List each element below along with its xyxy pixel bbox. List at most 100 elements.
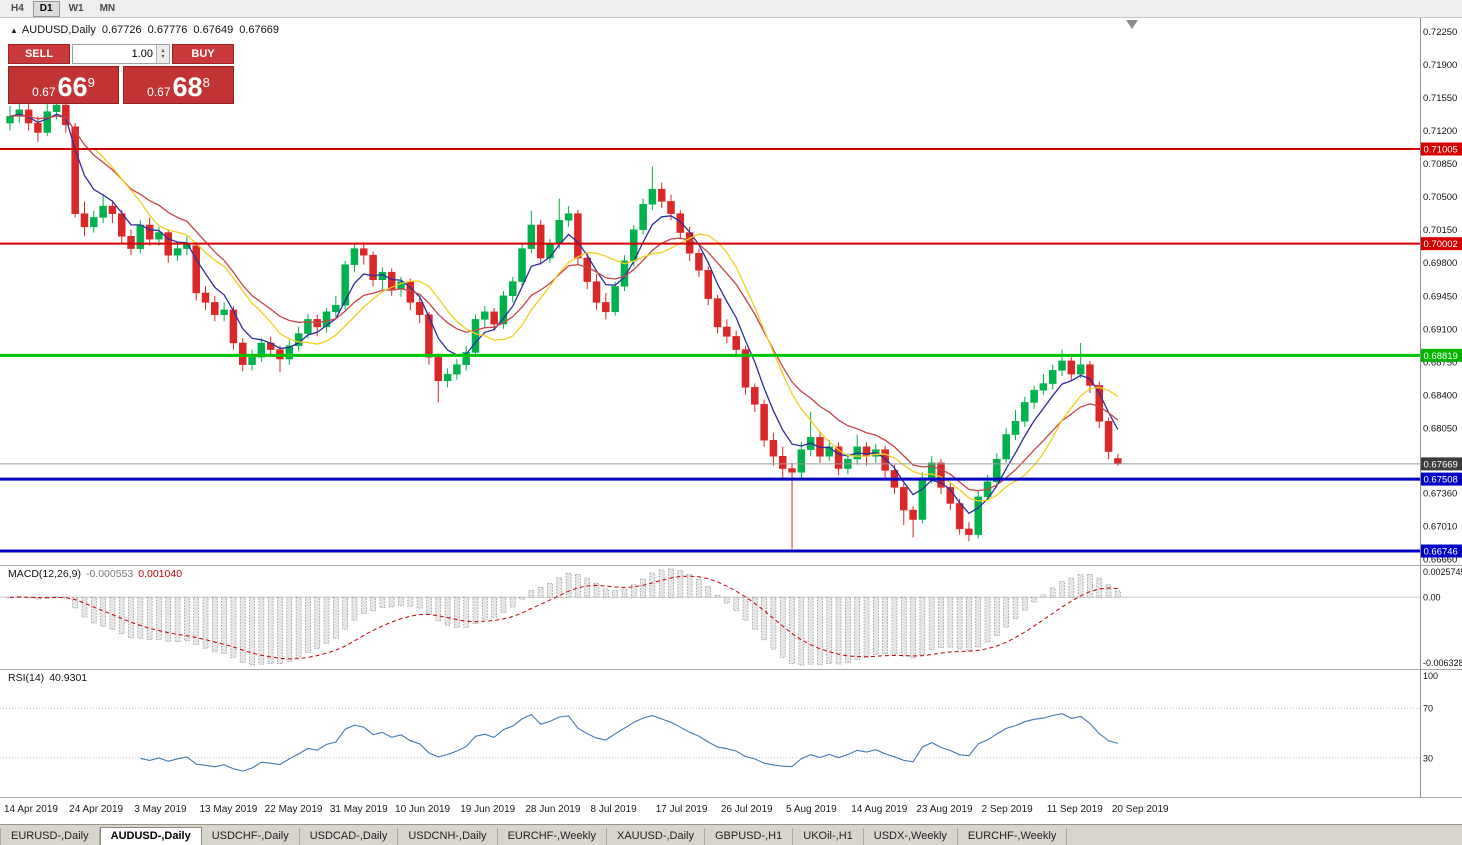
- chart-tab-bar: EURUSD-,Daily AUDUSD-,Daily USDCHF-,Daily U…: [0, 824, 1462, 845]
- main-price-chart[interactable]: 0.72250 0.71900 0.71550 0.71200 0.70850 0.705…: [0, 18, 1462, 565]
- price-axis-tags: 0.71005 0.70002 0.68819 0.67508 0.66746 0.676…: [1421, 142, 1462, 558]
- macd-main-value: -0.000553: [85, 568, 134, 580]
- ohlc-high: 0.67776: [147, 24, 188, 36]
- sell-button[interactable]: SELL: [8, 44, 70, 64]
- one-click-trading-panel: SELL 1.00 ▴ ▾ BUY 0.67 66 9 0.67 68 8: [8, 44, 234, 104]
- svg-text:-0.0063286: -0.0063286: [1423, 658, 1462, 668]
- timeframe-button-w1[interactable]: W1: [68, 2, 84, 14]
- svg-text:0.70850: 0.70850: [1423, 159, 1457, 170]
- chart-tab-2[interactable]: USDCHF-,Daily: [202, 828, 300, 845]
- svg-text:0.00: 0.00: [1423, 592, 1441, 602]
- chart-tab-10[interactable]: EURCHF-,Weekly: [958, 828, 1068, 845]
- scroll-to-end-marker[interactable]: [1126, 20, 1138, 29]
- timeframe-button-h4[interactable]: H4: [11, 2, 24, 14]
- date-label: 10 Jun 2019: [395, 804, 451, 815]
- date-label: 31 May 2019: [329, 804, 388, 815]
- rsi-label: RSI(14) 40.9301: [8, 672, 87, 684]
- date-label: 22 May 2019: [264, 804, 323, 815]
- svg-text:0.68050: 0.68050: [1423, 423, 1457, 434]
- ohlc-close: 0.67669: [239, 24, 279, 36]
- rsi-line: [140, 713, 1119, 772]
- ohlc-low: 0.67649: [193, 24, 234, 36]
- svg-text:0.67508: 0.67508: [1424, 475, 1458, 486]
- svg-text:0.69800: 0.69800: [1423, 258, 1457, 269]
- svg-text:0.70150: 0.70150: [1423, 225, 1457, 236]
- bid-price-display[interactable]: 0.67 66 9: [8, 66, 119, 104]
- chart-header: ▲ AUDUSD,Daily 0.67726 0.67776 0.67649 0.6766…: [10, 24, 279, 36]
- date-label: 28 Jun 2019: [525, 804, 581, 815]
- chart-tab-0[interactable]: EURUSD-,Daily: [0, 828, 100, 845]
- ma-fast-line: [9, 113, 1119, 515]
- rsi-axis-label: 70: [1423, 704, 1433, 714]
- svg-text:0.72250: 0.72250: [1423, 27, 1457, 38]
- rsi-axis-label: 30: [1423, 753, 1433, 763]
- date-label: 11 Sep 2019: [1046, 804, 1103, 815]
- macd-histogram: [7, 568, 1121, 666]
- chart-tab-6[interactable]: XAUUSD-,Daily: [607, 828, 705, 845]
- candlestick-series: [6, 99, 1122, 549]
- chart-tab-9[interactable]: USDX-,Weekly: [864, 828, 958, 845]
- svg-text:0.67010: 0.67010: [1423, 522, 1457, 533]
- date-label: 26 Jul 2019: [720, 804, 773, 815]
- date-label: 13 May 2019: [199, 804, 258, 815]
- symbol-name: AUDUSD,Daily: [21, 24, 96, 36]
- timeframe-button-d1[interactable]: D1: [32, 0, 60, 17]
- volume-input[interactable]: 1.00 ▴ ▾: [72, 44, 170, 64]
- svg-text:0.70002: 0.70002: [1424, 239, 1458, 250]
- buy-button[interactable]: BUY: [172, 44, 234, 64]
- chart-tab-5[interactable]: EURCHF-,Weekly: [498, 828, 607, 845]
- date-label: 23 Aug 2019: [916, 804, 973, 815]
- date-label: 17 Jul 2019: [655, 804, 708, 815]
- svg-text:0.69100: 0.69100: [1423, 324, 1457, 335]
- rsi-value: 40.9301: [49, 672, 88, 684]
- svg-text:0.66660: 0.66660: [1423, 555, 1457, 565]
- macd-indicator-pane[interactable]: 0.0025745 0.00 -0.0063286: [0, 565, 1462, 669]
- rsi-indicator-pane[interactable]: 100 70 30: [0, 669, 1462, 797]
- volume-value: 1.00: [131, 48, 153, 60]
- ask-price-big: 68: [172, 72, 203, 102]
- macd-signal-value: 0.001040: [138, 568, 183, 580]
- spinner-down-icon[interactable]: ▾: [161, 54, 165, 60]
- horizontal-level-lines: [0, 148, 1420, 553]
- macd-label: MACD(12,26,9) -0.000553 0.001040: [8, 568, 182, 580]
- timeframe-button-mn[interactable]: MN: [99, 2, 116, 14]
- chart-tab-7[interactable]: GBPUSD-,H1: [705, 828, 794, 845]
- svg-text:0.67360: 0.67360: [1423, 489, 1457, 500]
- date-label: 19 Jun 2019: [460, 804, 516, 815]
- date-label: 2 Sep 2019: [981, 804, 1033, 815]
- chart-expand-icon[interactable]: ▲: [10, 26, 18, 35]
- ask-price-display[interactable]: 0.67 68 8: [123, 66, 234, 104]
- date-label: 14 Apr 2019: [4, 804, 58, 815]
- svg-text:0.66746: 0.66746: [1424, 547, 1458, 558]
- svg-text:0.71200: 0.71200: [1423, 126, 1457, 137]
- ma-medium-line: [9, 114, 1119, 492]
- rsi-name: RSI(14): [8, 672, 45, 684]
- rsi-axis-label: 100: [1423, 671, 1438, 681]
- ma-slow-line: [93, 147, 1119, 502]
- svg-text:0.70500: 0.70500: [1423, 192, 1457, 203]
- macd-axis: 0.0025745 0.00 -0.0063286: [1423, 567, 1462, 668]
- volume-spinner[interactable]: ▴ ▾: [156, 45, 169, 63]
- svg-text:0.71900: 0.71900: [1423, 60, 1457, 71]
- spinner-up-icon[interactable]: ▴: [161, 48, 165, 54]
- date-label: 14 Aug 2019: [851, 804, 908, 815]
- chart-tab-8[interactable]: UKOil-,H1: [793, 828, 864, 845]
- ohlc-open: 0.67726: [101, 24, 142, 36]
- svg-text:0.71550: 0.71550: [1423, 93, 1457, 104]
- chart-tab-1[interactable]: AUDUSD-,Daily: [99, 827, 202, 845]
- date-label: 5 Aug 2019: [786, 804, 837, 815]
- pane-separator[interactable]: [0, 565, 1462, 566]
- date-axis[interactable]: 14 Apr 2019 24 Apr 2019 3 May 2019 13 May 2…: [0, 797, 1462, 824]
- svg-text:0.68400: 0.68400: [1423, 390, 1457, 401]
- chart-tab-3[interactable]: USDCAD-,Daily: [300, 828, 399, 845]
- svg-text:0.71005: 0.71005: [1424, 145, 1458, 156]
- date-label: 20 Sep 2019: [1111, 804, 1169, 815]
- chart-tab-4[interactable]: USDCNH-,Daily: [398, 828, 498, 845]
- svg-text:0.67669: 0.67669: [1424, 459, 1458, 470]
- bid-price-small: 0.67: [32, 85, 56, 99]
- ask-price-small: 0.67: [147, 85, 171, 99]
- timeframe-toolbar: H4 D1 W1 MN: [0, 0, 1462, 18]
- bid-price-big: 66: [57, 72, 88, 102]
- pane-separator[interactable]: [0, 669, 1462, 670]
- svg-text:0.69450: 0.69450: [1423, 291, 1457, 302]
